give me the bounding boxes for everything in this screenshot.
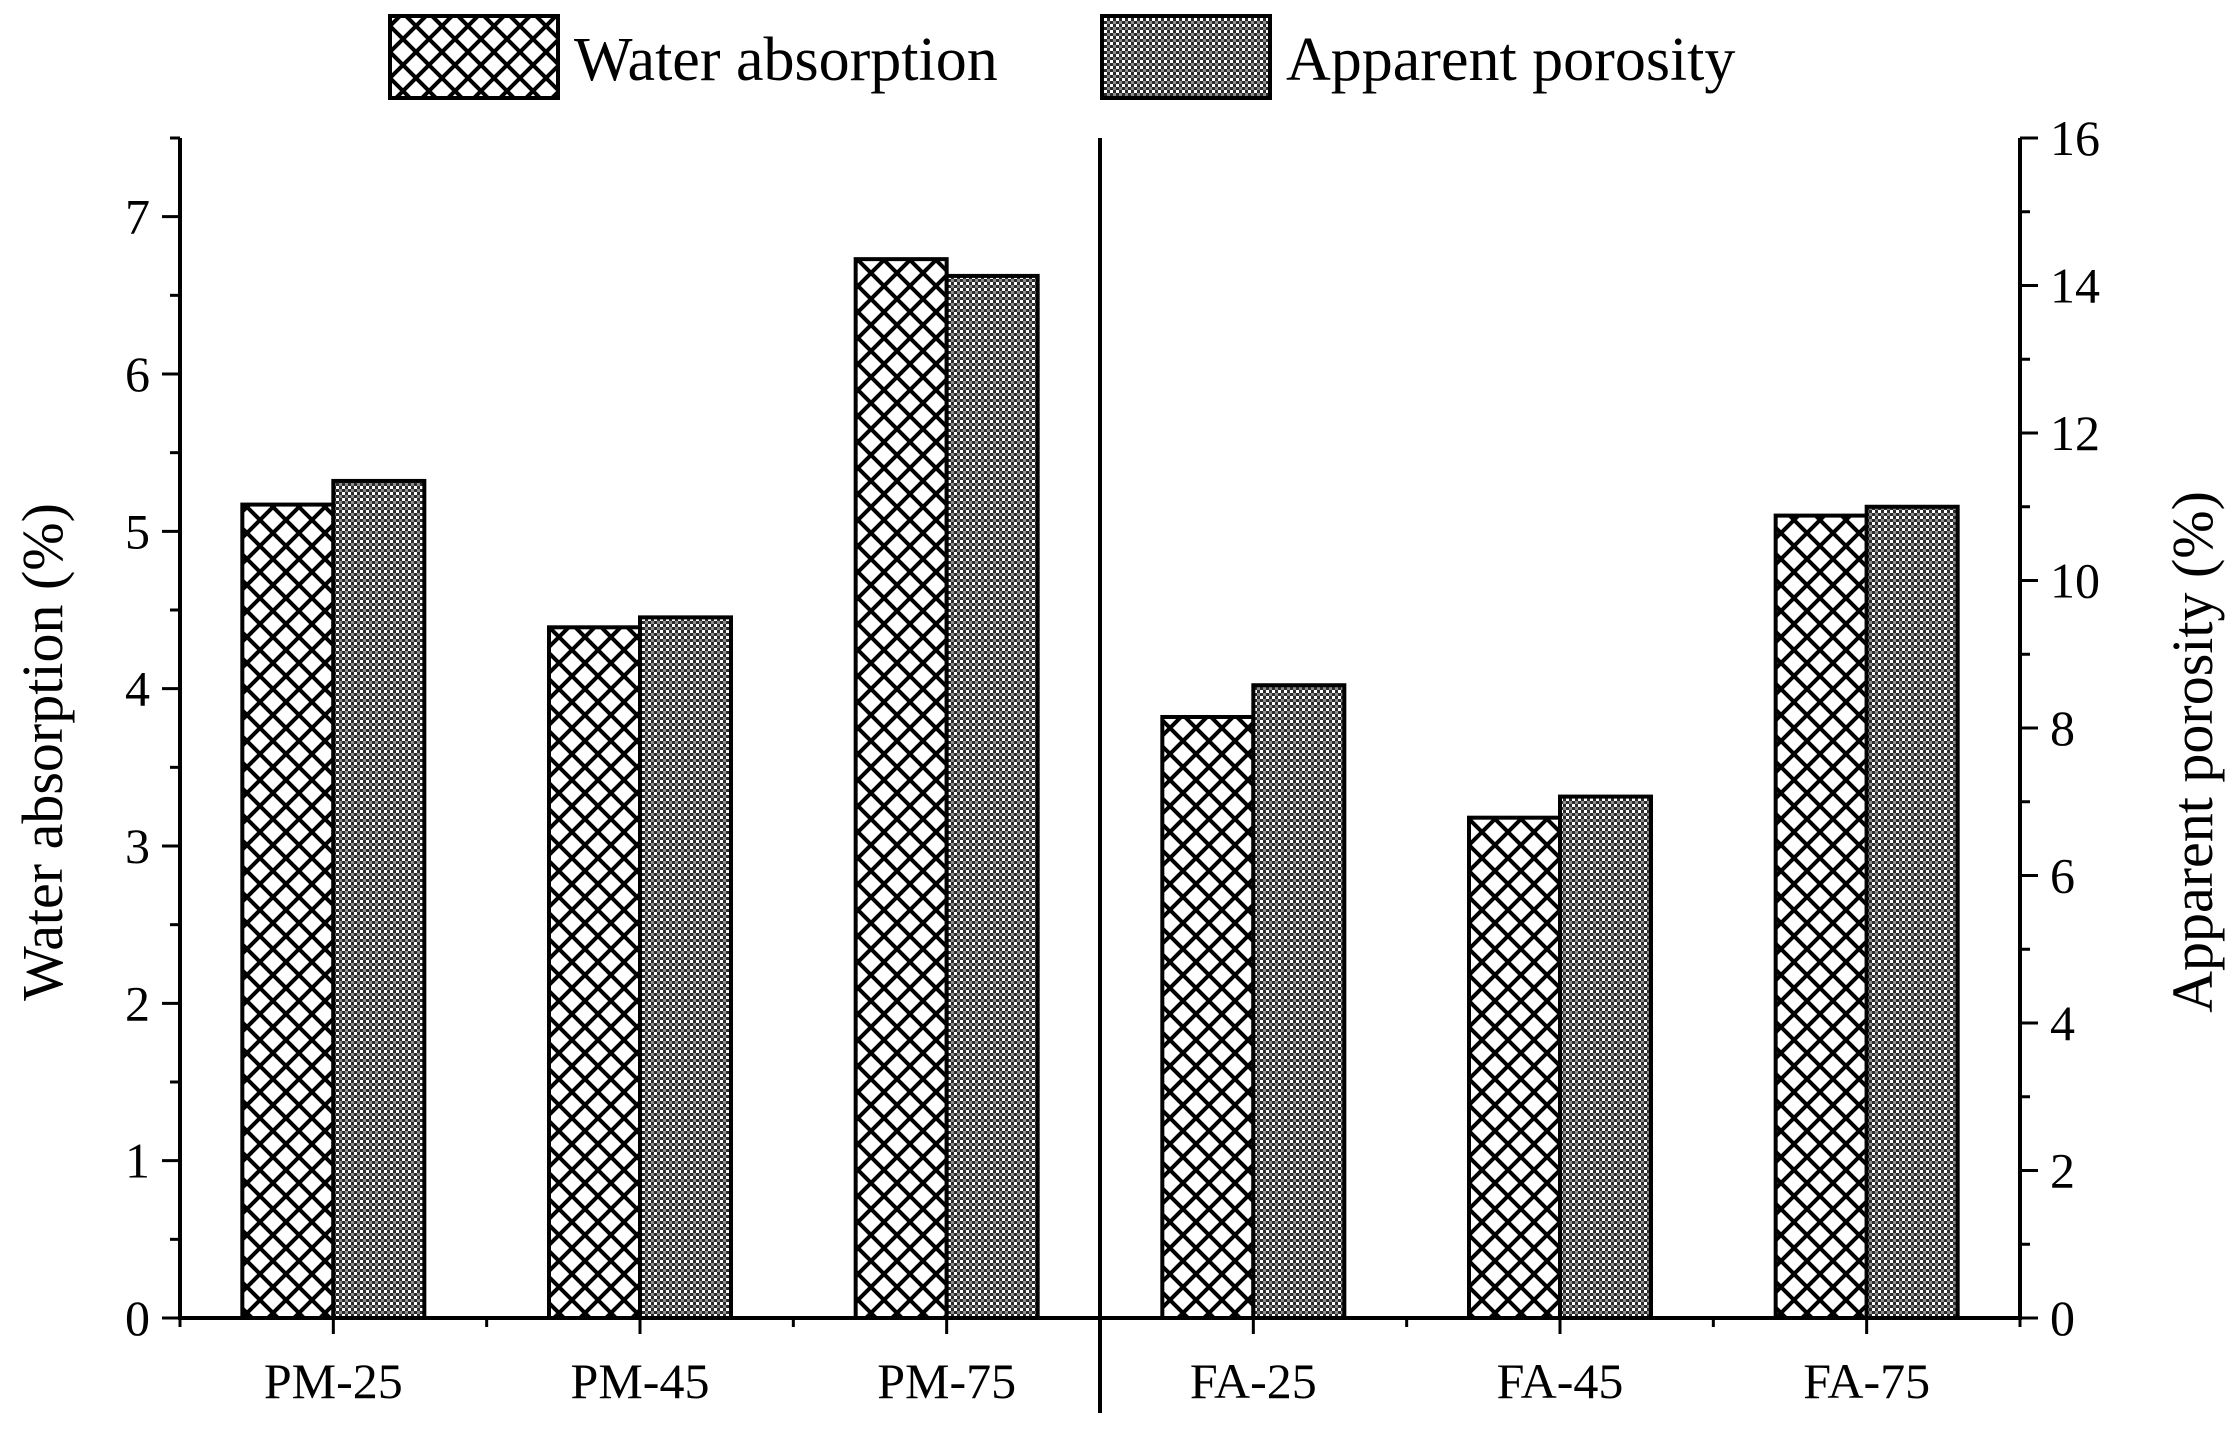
bar-apparent-porosity-fa-25 — [1251, 683, 1347, 1320]
y-tick-label-right: 10 — [2050, 553, 2100, 609]
y-tick-label-left: 7 — [125, 189, 150, 245]
y-tick-label-right: 16 — [2050, 110, 2100, 166]
bar-apparent-porosity-fa-75 — [1864, 504, 1960, 1320]
legend: Water absorption Apparent porosity — [388, 14, 1735, 100]
y-tick-label-left: 2 — [125, 975, 150, 1031]
x-tick-label-fa-75: FA-75 — [1803, 1353, 1930, 1409]
y-tick-label-right: 6 — [2050, 848, 2075, 904]
x-tick-label-pm-45: PM-45 — [571, 1353, 710, 1409]
y-tick-label-right: 12 — [2050, 405, 2100, 461]
legend-swatch-water-absorption — [388, 14, 560, 100]
bar-water-absorption-pm-25 — [240, 502, 336, 1320]
y-tick-label-left: 4 — [125, 661, 150, 717]
y-tick-label-right: 8 — [2050, 700, 2075, 756]
legend-label-water-absorption: Water absorption — [574, 26, 998, 94]
legend-label-apparent-porosity: Apparent porosity — [1286, 26, 1735, 94]
y-axis-title-left: Water absorption (%) — [10, 503, 75, 1001]
legend-swatch-apparent-porosity — [1100, 14, 1272, 100]
y-axis-title-right: Apparent porosity (%) — [2160, 491, 2225, 1013]
bar-apparent-porosity-pm-45 — [638, 615, 733, 1320]
bar-apparent-porosity-pm-25 — [331, 478, 427, 1320]
y-tick-label-right: 0 — [2050, 1290, 2075, 1346]
x-tick-label-fa-45: FA-45 — [1497, 1353, 1624, 1409]
y-tick-label-left: 0 — [125, 1290, 150, 1346]
y-tick-label-left: 6 — [125, 346, 150, 402]
y-tick-label-right: 2 — [2050, 1143, 2075, 1199]
x-tick-label-fa-25: FA-25 — [1190, 1353, 1317, 1409]
y-tick-label-left: 3 — [125, 818, 150, 874]
plot-area: PM-25 PM-45 PM-75 FA-25 FA-45 FA-750123456702… — [125, 110, 2100, 1413]
bar-water-absorption-fa-45 — [1467, 815, 1562, 1320]
x-tick-label-pm-75: PM-75 — [877, 1353, 1016, 1409]
y-tick-label-right: 14 — [2050, 258, 2100, 314]
bar-water-absorption-fa-75 — [1773, 513, 1869, 1320]
bar-water-absorption-pm-45 — [547, 625, 642, 1320]
y-tick-label-right: 4 — [2050, 995, 2075, 1051]
y-tick-label-left: 1 — [125, 1133, 150, 1189]
x-tick-label-pm-25: PM-25 — [264, 1353, 403, 1409]
bar-water-absorption-fa-25 — [1160, 714, 1256, 1320]
bar-apparent-porosity-pm-75 — [944, 273, 1040, 1321]
bar-apparent-porosity-fa-45 — [1558, 794, 1653, 1320]
bar-water-absorption-pm-75 — [853, 257, 949, 1321]
y-tick-label-left: 5 — [125, 503, 150, 559]
